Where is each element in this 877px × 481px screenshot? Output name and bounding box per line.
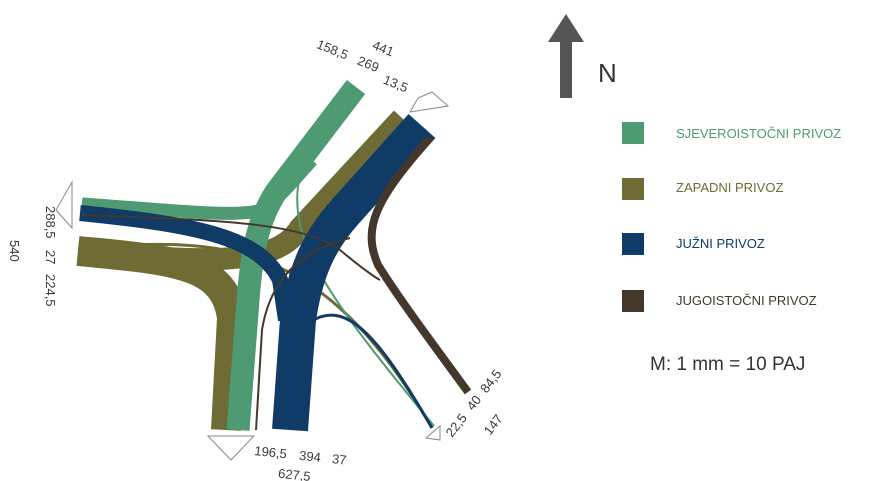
west-value-3: 224,5: [43, 274, 58, 307]
northeast-value-2: 269: [355, 53, 381, 75]
legend-label-sjeveroistocni: SJEVEROISTOČNI PRIVOZ: [676, 126, 841, 141]
flow-zapadni-to-south: [76, 236, 248, 431]
legend-swatch-zapadni: [622, 178, 644, 200]
legend-item-jugoistocni: JUGOISTOČNI PRIVOZ: [622, 290, 817, 312]
approach-markers: [55, 91, 450, 461]
northeast-approach-triangle: [409, 91, 450, 113]
north-arrow-icon: N: [548, 14, 617, 98]
legend-item-juzni: JUŽNI PRIVOZ: [622, 233, 765, 255]
southeast-approach-triangle: [424, 424, 441, 441]
southeast-value-3: 84,5: [477, 367, 504, 396]
southeast-value-1: 22,5: [443, 411, 470, 440]
southeast-total-label: 147: [481, 412, 506, 438]
legend-label-jugoistocni: JUGOISTOČNI PRIVOZ: [676, 293, 817, 308]
south-total: 627,5: [277, 466, 311, 481]
flow-jugoistocni-to-northeast: [367, 135, 472, 395]
flow-jugoistocni-to-west: [81, 214, 381, 281]
legend-swatch-jugoistocni: [622, 290, 644, 312]
legend-item-zapadni: ZAPADNI PRIVOZ: [622, 178, 783, 200]
flow-zapadni-to-northeast: [77, 110, 411, 271]
west-volume-labels: 288,5 27 224,5: [43, 206, 58, 307]
north-label: N: [598, 58, 617, 88]
west-value-1: 288,5: [43, 206, 58, 239]
northeast-total: 441: [370, 37, 396, 59]
northeast-volume-labels: 441 158,5 269 13,5: [315, 36, 411, 95]
west-value-2: 27: [43, 250, 58, 264]
west-total: 540: [7, 240, 22, 262]
northeast-value-1: 158,5: [315, 36, 351, 62]
flow-jugoistocni-to-south: [255, 237, 351, 431]
south-volume-labels: 196,5 394 37 627,5: [254, 443, 348, 481]
flow-sjeveroistocni-to-west: [81, 155, 317, 220]
southeast-value-2: 40: [463, 392, 484, 413]
west-approach-triangle: [55, 180, 73, 230]
southeast-total: 147: [481, 412, 506, 438]
legend-swatch-sjeveroistocni: [622, 122, 644, 144]
south-value-3: 37: [331, 451, 347, 467]
legend-label-juzni: JUŽNI PRIVOZ: [676, 236, 765, 251]
flow-juzni-to-southeast: [309, 313, 434, 429]
west-total-label: 540: [7, 240, 22, 262]
scale-note: M: 1 mm = 10 PAJ: [650, 354, 805, 375]
legend-label-zapadni: ZAPADNI PRIVOZ: [676, 180, 783, 195]
south-approach-triangle: [206, 435, 256, 461]
flow-juzni-to-west: [79, 205, 294, 322]
legend-item-sjeveroistocni: SJEVEROISTOČNI PRIVOZ: [622, 122, 841, 144]
northeast-value-3: 13,5: [381, 72, 410, 95]
flow-bands: [76, 80, 472, 432]
south-value-1: 196,5: [254, 443, 288, 461]
flow-juzni-to-northeast: [272, 113, 436, 432]
south-value-2: 394: [298, 448, 321, 465]
legend-swatch-juzni: [622, 233, 644, 255]
legend: SJEVEROISTOČNI PRIVOZ ZAPADNI PRIVOZ JUŽ…: [622, 122, 841, 312]
